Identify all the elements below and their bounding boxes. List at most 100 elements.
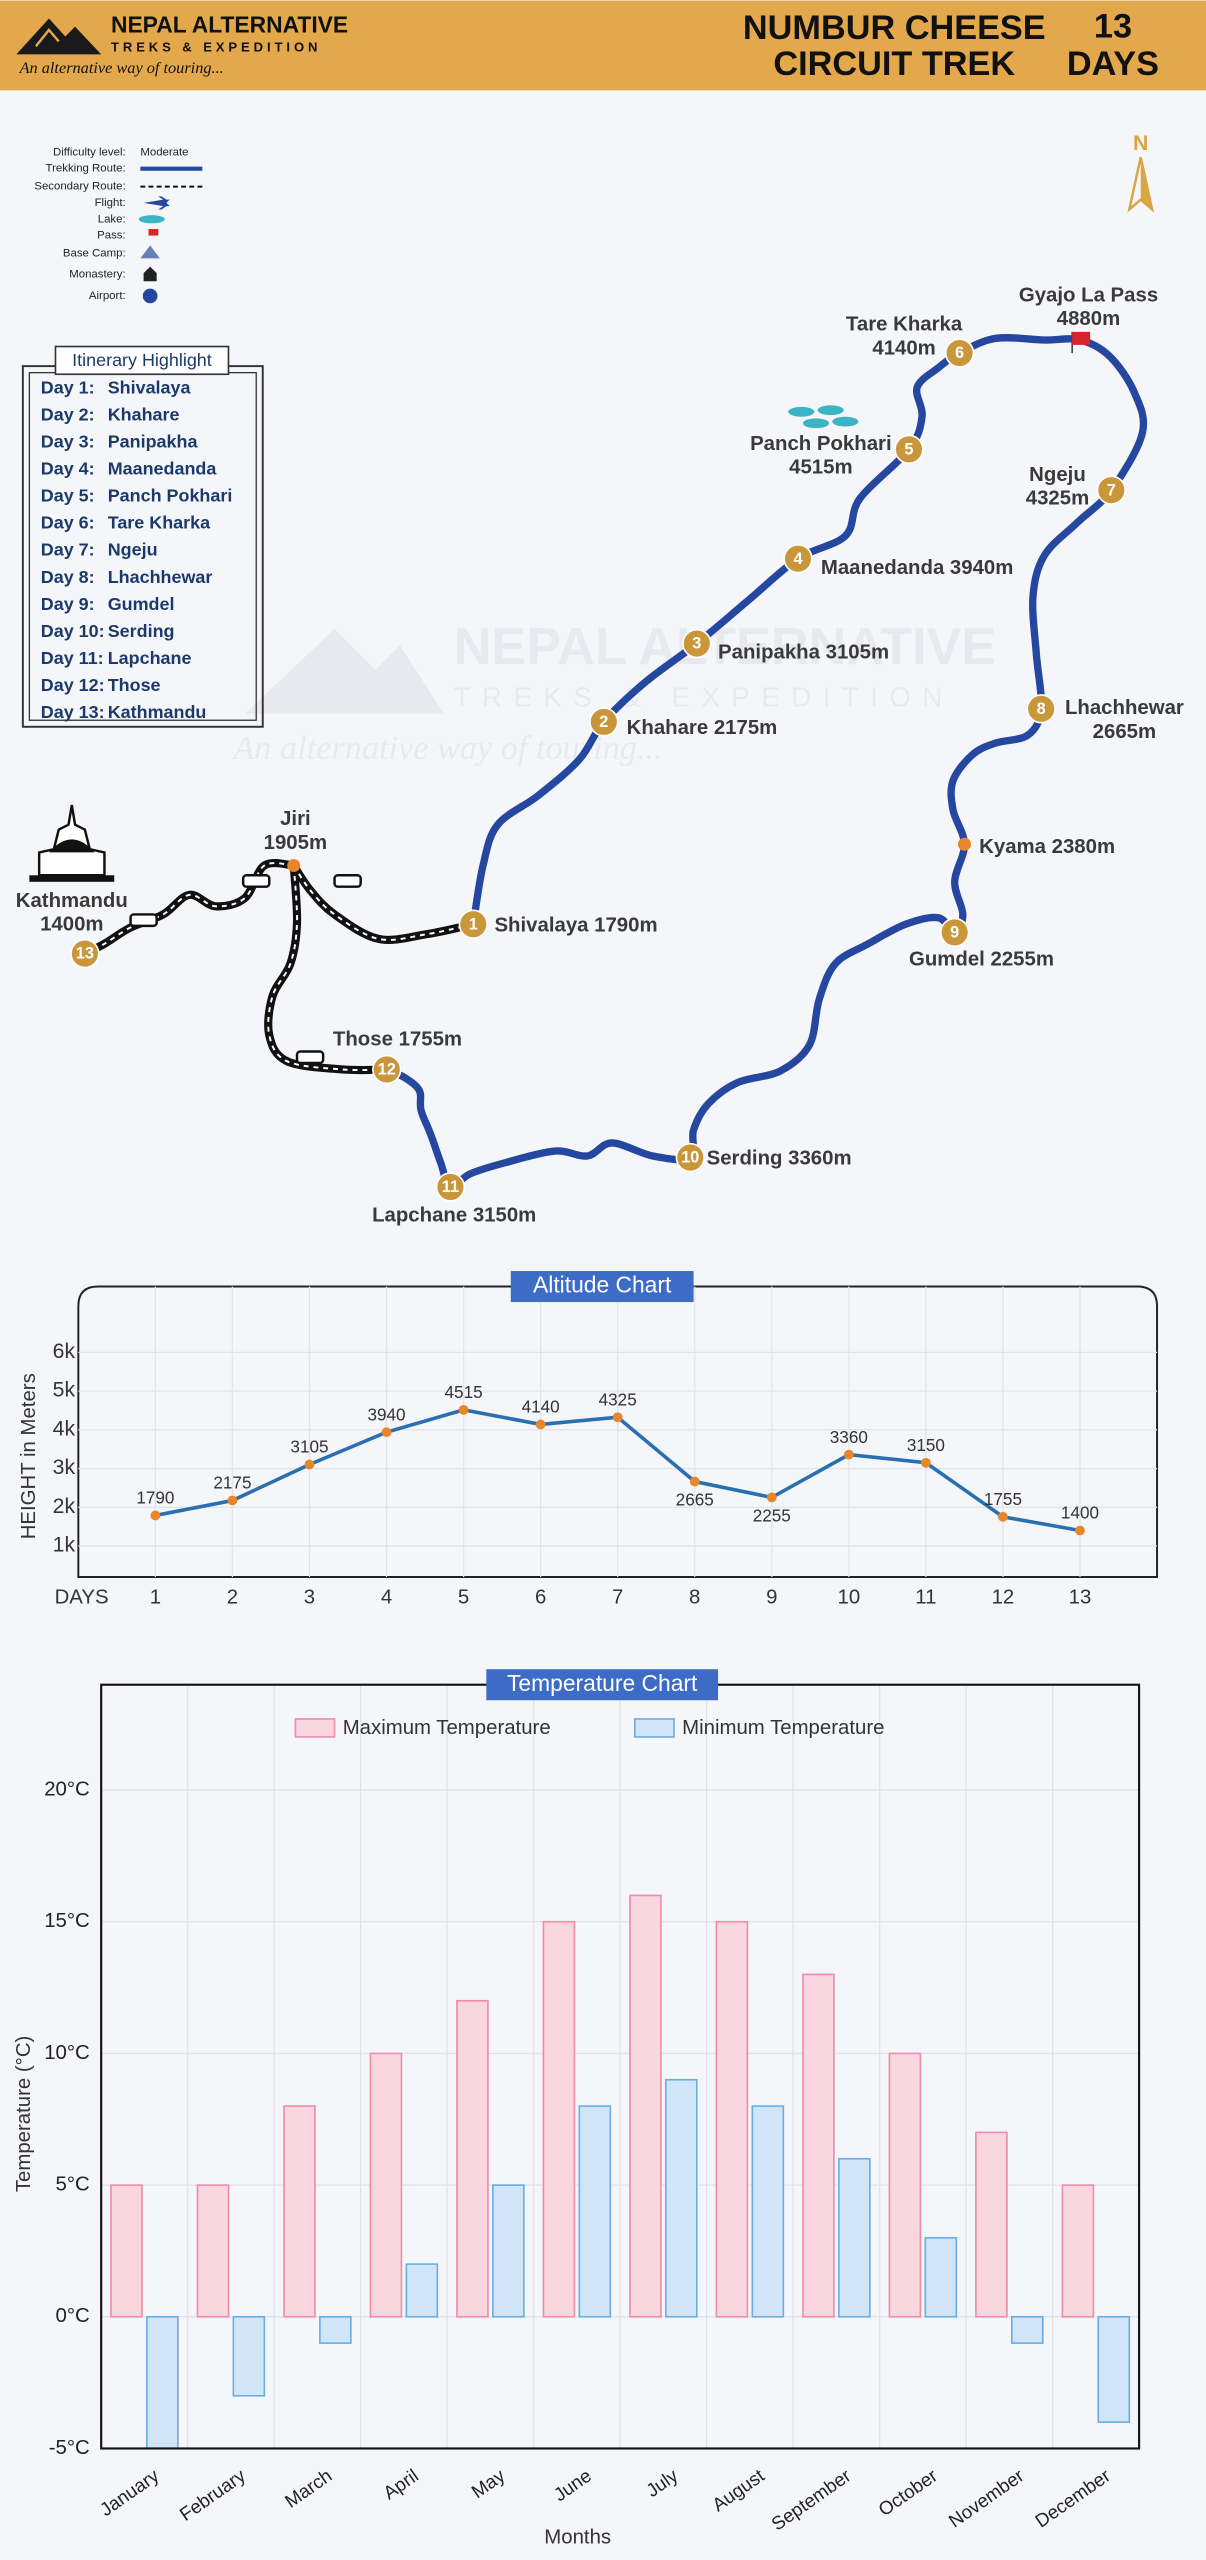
itinerary-day: Day 12: — [41, 675, 105, 695]
road-dash — [292, 864, 474, 941]
lake-icon — [802, 418, 830, 429]
stop-marker — [458, 909, 488, 939]
legend-swatch — [634, 1718, 675, 1738]
x-tick-label: 13 — [1069, 1587, 1092, 1609]
y-tick-label: -5°C — [49, 2437, 90, 2459]
stop-label: 4515m — [789, 457, 852, 479]
data-label: 2665 — [676, 1490, 714, 1510]
stop-label: Maanedanda 3940m — [821, 557, 1014, 579]
data-label: 1400 — [1061, 1503, 1099, 1523]
chart-title-box — [486, 1669, 719, 1701]
stop-label: Khahare 2175m — [627, 717, 778, 739]
legend-label: Base Camp: — [63, 248, 126, 260]
bar — [146, 2315, 179, 2450]
bar — [924, 2236, 958, 2318]
stop-label: 4140m — [872, 337, 935, 359]
stupa-base — [29, 875, 115, 882]
stop-label: 4325m — [1026, 488, 1089, 510]
watermark-logo — [244, 628, 444, 714]
itinerary-title: Itinerary Highlight — [72, 350, 212, 370]
legend-label: Flight: — [95, 197, 126, 209]
legend-label: Secondary Route: — [34, 181, 125, 193]
bar — [405, 2263, 439, 2318]
stop-number: 11 — [442, 1178, 459, 1196]
x-tick-label: 12 — [992, 1587, 1015, 1609]
legend-label: Airport: — [89, 290, 126, 302]
car-icon — [129, 913, 158, 928]
bar — [1097, 2315, 1131, 2423]
itinerary-place: Lapchane — [108, 648, 192, 668]
x-axis-label: Months — [544, 2527, 611, 2549]
x-tick-label: 2 — [227, 1587, 238, 1609]
legend-icon-flight — [143, 196, 170, 210]
stop-marker — [783, 543, 813, 574]
chart-title: Altitude Chart — [533, 1272, 672, 1298]
header-bar — [0, 0, 1206, 91]
legend-value: Moderate — [140, 146, 188, 158]
stop-label: 2665m — [1093, 721, 1156, 743]
altitude-point — [998, 1511, 1008, 1522]
lake-icon — [832, 416, 859, 427]
data-label: 2255 — [753, 1506, 791, 1526]
brand: NEPAL ALTERNATIVE — [111, 12, 348, 38]
x-tick-label: 6 — [535, 1587, 546, 1609]
x-tick-label: 7 — [612, 1587, 623, 1609]
bar — [665, 2078, 698, 2318]
brand-sub: TREKS & EXPEDITION — [111, 39, 321, 54]
altitude-point — [612, 1412, 623, 1423]
place-marker — [957, 837, 972, 851]
compass-label: N — [1133, 132, 1148, 155]
y-tick-label: 5k — [53, 1379, 76, 1402]
itinerary-place: Ngeju — [108, 540, 158, 560]
data-label: 4140 — [522, 1397, 560, 1417]
y-tick-label: 10°C — [44, 2042, 90, 2064]
itinerary-day: Day 13: — [41, 702, 105, 722]
stop-number: 12 — [378, 1061, 396, 1079]
duration: 13 — [1094, 7, 1132, 45]
bar — [975, 2131, 1008, 2318]
legend-icon-lake — [138, 215, 165, 224]
stop-number: 4 — [793, 550, 802, 568]
legend-label: Maximum Temperature — [343, 1717, 551, 1739]
place-label: Gyajo La Pass — [1019, 284, 1158, 306]
stop-number: 6 — [955, 344, 964, 362]
data-label: 1755 — [984, 1489, 1022, 1509]
itinerary-day: Day 11: — [41, 648, 104, 668]
stop-label: Lhachhewar — [1065, 697, 1184, 719]
car-icon — [295, 1050, 325, 1065]
stop-marker — [1096, 475, 1127, 505]
logo-detail — [34, 28, 60, 48]
title-line: NUMBUR CHEESE — [743, 9, 1046, 47]
stop-label: Lapchane 3150m — [372, 1205, 536, 1227]
itinerary-day: Day 5: — [41, 486, 95, 506]
altitude-point — [535, 1419, 546, 1430]
legend-label: Pass: — [97, 230, 126, 242]
stop-label: Tare Kharka — [846, 314, 963, 336]
data-label: 2175 — [213, 1473, 251, 1493]
lake-icon — [817, 405, 844, 416]
itinerary-place: Shivalaya — [108, 378, 192, 398]
bar — [1010, 2315, 1044, 2344]
stop-number: 5 — [904, 440, 913, 458]
y-tick-label: 1k — [53, 1534, 76, 1557]
road-dash — [84, 862, 294, 955]
stop-label: Ngeju — [1029, 464, 1086, 486]
itinerary-place: Kathmandu — [108, 702, 207, 722]
bar — [715, 1920, 749, 2318]
bar — [232, 2315, 266, 2397]
y-axis-label: Temperature (°C) — [13, 2036, 35, 2192]
stop-number: 2 — [599, 713, 608, 731]
itinerary-place: Panch Pokhari — [108, 486, 233, 506]
altitude-point — [689, 1476, 700, 1487]
altitude-point — [920, 1457, 931, 1468]
watermark-text: TREKS & EXPEDITION — [454, 681, 954, 712]
bar — [578, 2105, 612, 2318]
trek-route — [383, 334, 1148, 1191]
data-label: 3105 — [290, 1437, 328, 1457]
bar — [888, 2052, 922, 2318]
tagline: An alternative way of touring... — [19, 58, 224, 77]
itinerary-day: Day 10: — [41, 621, 105, 641]
compass-arrow-fill — [1140, 157, 1153, 210]
bar — [542, 1920, 576, 2318]
